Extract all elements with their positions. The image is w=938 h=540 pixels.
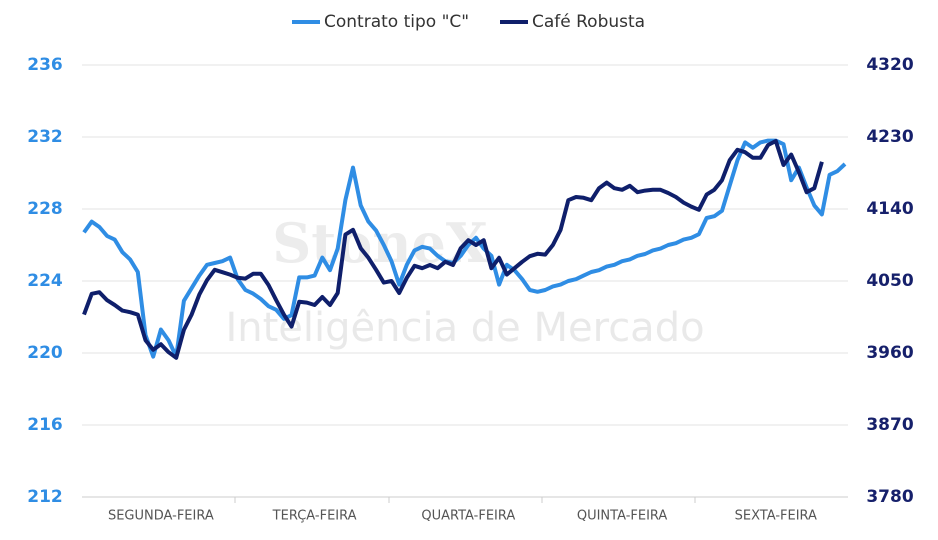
y2-tick-label: 4050 [866, 271, 913, 291]
legend-label: Contrato tipo "C" [324, 12, 469, 32]
legend-label: Café Robusta [532, 12, 645, 32]
y-tick-label: 232 [27, 127, 63, 147]
x-tick-label: QUARTA-FEIRA [421, 509, 515, 524]
y-tick-label: 228 [27, 199, 63, 219]
y2-tick-label: 4140 [866, 199, 913, 219]
watermark: Inteligência de Mercado [225, 305, 704, 351]
x-tick-label: QUINTA-FEIRA [577, 509, 668, 524]
y2-tick-label: 3960 [866, 343, 913, 363]
y2-tick-label: 3870 [866, 415, 913, 435]
y2-tick-label: 3780 [866, 487, 913, 507]
day-separators [234, 497, 696, 503]
y-tick-label: 236 [27, 55, 63, 75]
series-line [82, 139, 824, 360]
x-tick-label: SEXTA-FEIRA [735, 509, 817, 524]
y2-tick-label: 4320 [866, 55, 913, 75]
y-tick-label: 212 [27, 487, 63, 507]
y-tick-label: 216 [27, 415, 63, 435]
y-tick-label: 224 [27, 271, 63, 291]
watermark: StoneX [272, 211, 488, 275]
y-tick-label: 220 [27, 343, 63, 363]
x-tick-label: TERÇA-FEIRA [272, 509, 357, 524]
series-line [82, 138, 847, 359]
y2-tick-label: 4230 [866, 127, 913, 147]
x-tick-label: SEGUNDA-FEIRA [108, 509, 214, 524]
